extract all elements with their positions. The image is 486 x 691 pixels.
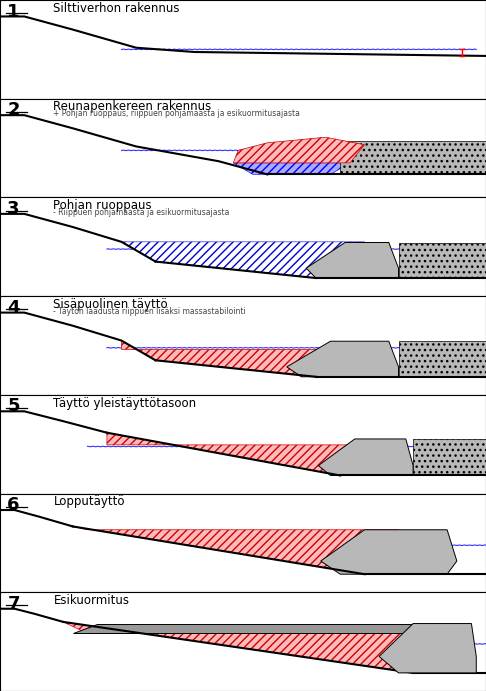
Polygon shape [63,622,447,673]
Text: 1: 1 [7,3,20,21]
Polygon shape [321,530,457,574]
Polygon shape [399,341,486,377]
Text: 4: 4 [7,299,20,316]
Polygon shape [73,623,437,634]
Text: + Pohjan ruoppaus, riippuen pohjamaasta ja esikuormitusajasta: + Pohjan ruoppaus, riippuen pohjamaasta … [53,109,300,118]
Polygon shape [340,140,486,174]
Polygon shape [306,243,399,278]
Text: - Täytön laadusta riippuen lisäksi massastabilointi: - Täytön laadusta riippuen lisäksi massa… [53,307,246,316]
Polygon shape [287,341,399,377]
Polygon shape [399,243,486,278]
Polygon shape [107,433,379,475]
Polygon shape [233,138,364,163]
Text: 6: 6 [7,496,20,514]
Polygon shape [379,623,476,673]
Text: Reunapenkereen rakennus: Reunapenkereen rakennus [53,100,212,113]
Text: 5: 5 [7,397,20,415]
Polygon shape [73,527,399,574]
Text: Silttiverhon rakennus: Silttiverhon rakennus [53,1,180,15]
Text: 7: 7 [7,595,20,613]
Text: Täyttö yleistäyttötasoon: Täyttö yleistäyttötasoon [53,397,196,410]
Text: Pohjan ruoppaus: Pohjan ruoppaus [53,199,152,212]
Text: 3: 3 [7,200,20,218]
Polygon shape [413,439,486,475]
Polygon shape [233,163,350,174]
Text: Esikuormitus: Esikuormitus [53,594,129,607]
Polygon shape [122,341,350,377]
Polygon shape [122,242,364,278]
Text: - Riippuen pohjamaasta ja esikuormitusajasta: - Riippuen pohjamaasta ja esikuormitusaj… [53,208,230,217]
Text: Lopputäyttö: Lopputäyttö [53,495,125,508]
Polygon shape [318,439,413,475]
Text: Sisäpuolinen täyttö: Sisäpuolinen täyttö [53,298,168,311]
Text: 2: 2 [7,102,20,120]
